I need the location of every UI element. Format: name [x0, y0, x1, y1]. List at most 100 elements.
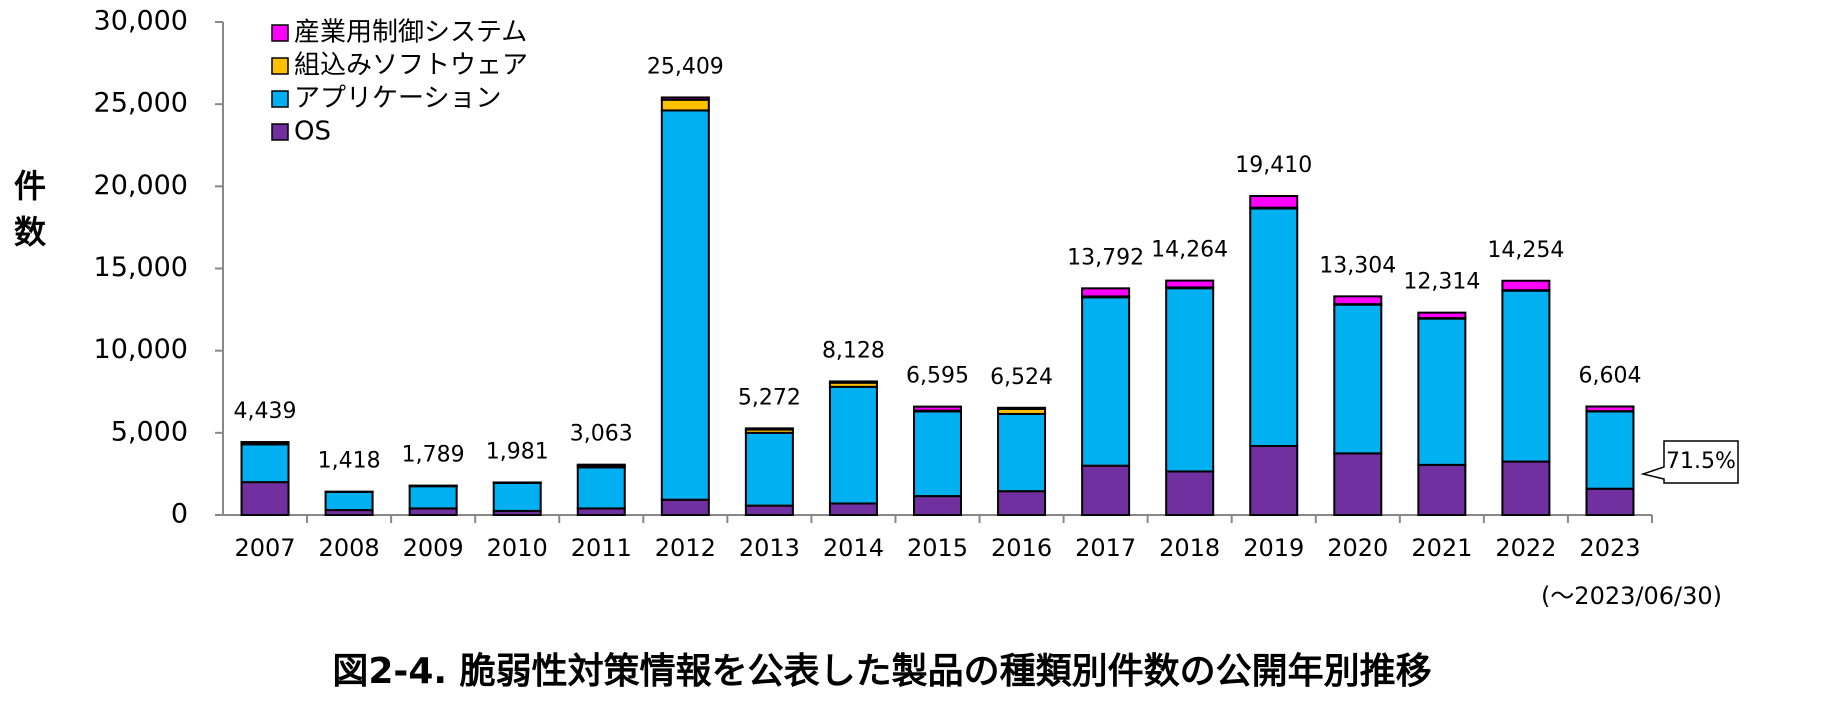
x-tick-label: 2020	[1327, 534, 1388, 562]
total-label: 1,418	[318, 449, 381, 474]
x-tick-label: 2014	[823, 534, 884, 562]
legend-label: OS	[294, 117, 331, 147]
total-label: 13,304	[1319, 253, 1396, 278]
bar-segment	[1585, 405, 1635, 413]
callout: 71.5%	[1640, 440, 1739, 484]
x-tick-label: 2007	[234, 534, 295, 562]
bar-segment	[997, 412, 1047, 493]
y-tick-label: 0	[171, 499, 188, 530]
bar-segment	[997, 490, 1047, 516]
total-label: 14,254	[1487, 238, 1564, 263]
total-label: 12,314	[1403, 270, 1480, 295]
bar-segment	[1417, 463, 1467, 516]
bar-segment	[1249, 195, 1299, 209]
chart-title: 図2-4. 脆弱性対策情報を公表した製品の種類別件数の公開年別推移	[332, 650, 1431, 692]
bar-segment	[1081, 464, 1131, 517]
y-tick-label: 20,000	[94, 170, 188, 201]
bar-segment	[1165, 287, 1215, 473]
bar-segment	[1333, 295, 1383, 306]
y-tick-label: 30,000	[94, 6, 188, 37]
bar-segment	[828, 502, 878, 517]
bar-segment	[660, 96, 710, 101]
total-label: 19,410	[1235, 153, 1312, 178]
legend-swatch	[271, 123, 289, 141]
x-tick-label: 2011	[571, 534, 632, 562]
x-tick-label: 2016	[991, 534, 1052, 562]
bar-segment	[744, 427, 794, 431]
legend-swatch	[271, 57, 289, 75]
bar-segment	[1249, 207, 1299, 447]
bar-segment	[240, 443, 290, 484]
x-tick-label: 2010	[487, 534, 548, 562]
x-tick-label: 2015	[907, 534, 968, 562]
bar-segment	[1501, 460, 1551, 517]
y-label-char: 件	[14, 167, 46, 205]
bar-segment	[997, 406, 1047, 411]
bar-segment	[744, 504, 794, 516]
x-tick-label: 2018	[1159, 534, 1220, 562]
bar-segment	[324, 490, 374, 512]
bar-segment	[240, 441, 290, 444]
bar-segment	[1501, 279, 1551, 292]
y-label-char: 数	[14, 213, 47, 251]
x-tick-label: 2022	[1495, 534, 1556, 562]
bar-segment	[660, 498, 710, 517]
total-label: 5,272	[738, 385, 801, 410]
total-label: 25,409	[647, 54, 724, 79]
total-label: 13,792	[1067, 245, 1144, 270]
legend-label: アプリケーション	[294, 84, 501, 114]
total-label: 8,128	[822, 338, 885, 363]
x-tick-label: 2013	[739, 534, 800, 562]
bar-segment	[913, 410, 962, 498]
bar-segment	[1501, 289, 1551, 463]
bar-segment	[1333, 303, 1383, 455]
bar-segment	[576, 463, 626, 467]
legend-swatch	[271, 90, 289, 108]
bar-segment	[828, 380, 878, 384]
y-tick-label: 25,000	[94, 88, 188, 119]
x-tick-label: 2023	[1579, 534, 1640, 562]
bar-segment	[492, 481, 542, 512]
total-label: 6,604	[1578, 363, 1641, 388]
callout-box	[1640, 440, 1739, 484]
y-tick-label: 5,000	[111, 416, 188, 447]
bar-segment	[913, 405, 962, 412]
annotation: 71.5%	[1666, 449, 1736, 474]
total-label: 6,595	[906, 364, 969, 389]
bar-segment	[828, 385, 878, 505]
y-tick-label: 15,000	[94, 252, 188, 283]
legend-label: 組込みソフトウェア	[294, 51, 528, 81]
bar-segment	[1333, 452, 1383, 516]
x-tick-label: 2017	[1075, 534, 1136, 562]
bar-segment	[1165, 470, 1215, 516]
bar-segment	[660, 109, 710, 501]
bar-segment	[660, 98, 710, 112]
legend-label: 産業用制御システム	[294, 18, 527, 48]
bar-segment	[913, 495, 962, 516]
total-label: 1,981	[486, 439, 549, 464]
bar-segment	[1417, 317, 1467, 466]
x-tick-label: 2019	[1243, 534, 1304, 562]
total-label: 4,439	[234, 399, 297, 424]
bar-segment	[1585, 410, 1635, 490]
bar-segment	[408, 485, 458, 510]
bar-segment	[744, 431, 794, 507]
bar-segment	[576, 466, 626, 510]
bar-segment	[1417, 311, 1467, 320]
x-tick-label: 2009	[403, 534, 464, 562]
total-label: 1,789	[402, 443, 465, 468]
total-label: 6,524	[990, 365, 1053, 390]
bar-segment	[240, 481, 290, 516]
bar-segment	[1249, 444, 1299, 517]
bar-segment	[1585, 487, 1635, 516]
total-label: 14,264	[1151, 238, 1228, 263]
x-tick-label: 2008	[319, 534, 380, 562]
bar-segment	[1081, 296, 1131, 467]
y-axis-label: 件数	[14, 167, 47, 251]
x-tick-label: 2012	[655, 534, 716, 562]
note: (～2023/06/30)	[1541, 582, 1722, 610]
total-label: 3,063	[570, 422, 633, 447]
x-tick-label: 2021	[1411, 534, 1472, 562]
bar-segment	[1165, 279, 1215, 289]
